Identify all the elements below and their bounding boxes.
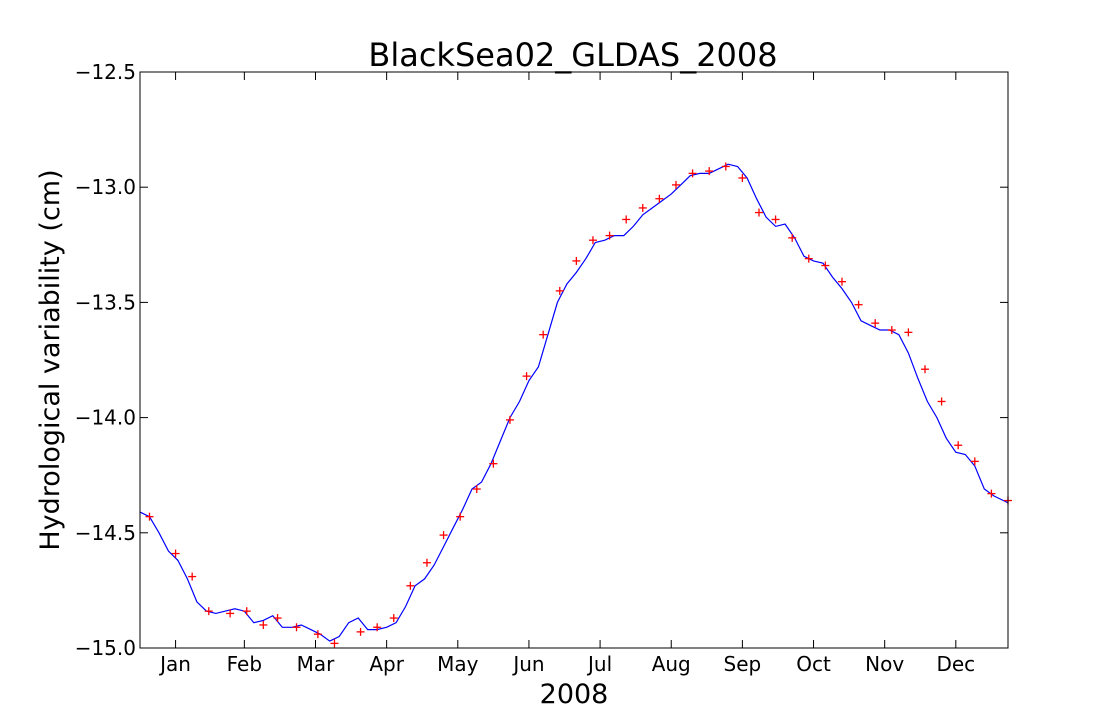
data-point — [754, 208, 763, 217]
data-point — [622, 215, 631, 224]
plot-frame — [139, 71, 1009, 649]
data-point — [555, 286, 564, 295]
data-point — [671, 180, 680, 189]
data-point — [439, 531, 448, 540]
data-point — [204, 607, 213, 616]
data-point — [721, 162, 730, 171]
data-point — [489, 459, 498, 468]
data-point — [821, 261, 830, 270]
y-tick-label: −13.5 — [75, 290, 136, 314]
data-point — [887, 326, 896, 335]
data-point — [472, 485, 481, 494]
data-point — [373, 623, 382, 632]
data-point — [655, 194, 664, 203]
y-tick-label: −15.0 — [75, 636, 136, 660]
data-point — [273, 614, 282, 623]
data-point — [954, 441, 963, 450]
data-point — [356, 627, 365, 636]
data-point — [171, 549, 180, 558]
data-point — [188, 572, 197, 581]
x-tick-label: Mar — [297, 652, 336, 676]
x-axis-label: 2008 — [540, 679, 609, 710]
data-point — [688, 169, 697, 178]
data-point — [422, 558, 431, 567]
data-point — [456, 512, 465, 521]
y-axis-label: Hydrological variability (cm) — [35, 169, 66, 550]
x-tick-label: Dec — [936, 652, 975, 676]
data-point — [505, 415, 514, 424]
y-tick-label: −13.0 — [75, 175, 136, 199]
data-point — [572, 256, 581, 265]
data-point — [920, 365, 929, 374]
y-tick-label: −14.5 — [75, 521, 136, 545]
data-point — [738, 173, 747, 182]
data-point — [605, 231, 614, 240]
y-tick-label: −12.5 — [75, 60, 136, 84]
data-point — [406, 581, 415, 590]
x-tick-label: Jun — [511, 652, 544, 676]
x-tick-label: Aug — [652, 652, 691, 676]
data-point — [987, 489, 996, 498]
data-point — [638, 203, 647, 212]
data-point — [804, 254, 813, 263]
data-point — [854, 300, 863, 309]
plot-area — [139, 162, 1012, 648]
x-tick-label: Feb — [227, 652, 262, 676]
data-point — [871, 319, 880, 328]
data-point — [242, 607, 251, 616]
x-tick-label: Jul — [586, 652, 612, 676]
x-tick-label: Jan — [158, 652, 191, 676]
axis-ticks: −15.0 −14.5 −14.0 −13.5 −13.0 −12.5 Jan Feb Mar A… — [75, 60, 1008, 676]
data-point — [588, 236, 597, 245]
data-point — [705, 167, 714, 176]
data-point — [522, 372, 531, 381]
data-point — [389, 614, 398, 623]
data-point — [788, 233, 797, 242]
data-point — [292, 623, 301, 632]
series-line-continuous — [139, 163, 1009, 642]
data-point — [970, 457, 979, 466]
x-tick-label: Nov — [865, 652, 904, 676]
data-point — [226, 609, 235, 618]
x-tick-label: Sep — [724, 652, 762, 676]
data-point — [904, 328, 913, 337]
chart-title: BlackSea02_GLDAS_2008 — [368, 36, 777, 74]
data-point — [837, 277, 846, 286]
data-point — [145, 512, 154, 521]
x-tick-label: Oct — [796, 652, 831, 676]
data-point — [937, 397, 946, 406]
data-point — [313, 630, 322, 639]
data-point — [259, 620, 268, 629]
x-tick-label: Apr — [369, 652, 404, 676]
data-point — [771, 215, 780, 224]
y-tick-label: −14.0 — [75, 406, 136, 430]
data-point — [539, 330, 548, 339]
x-tick-label: May — [437, 652, 479, 676]
data-point — [330, 639, 339, 648]
